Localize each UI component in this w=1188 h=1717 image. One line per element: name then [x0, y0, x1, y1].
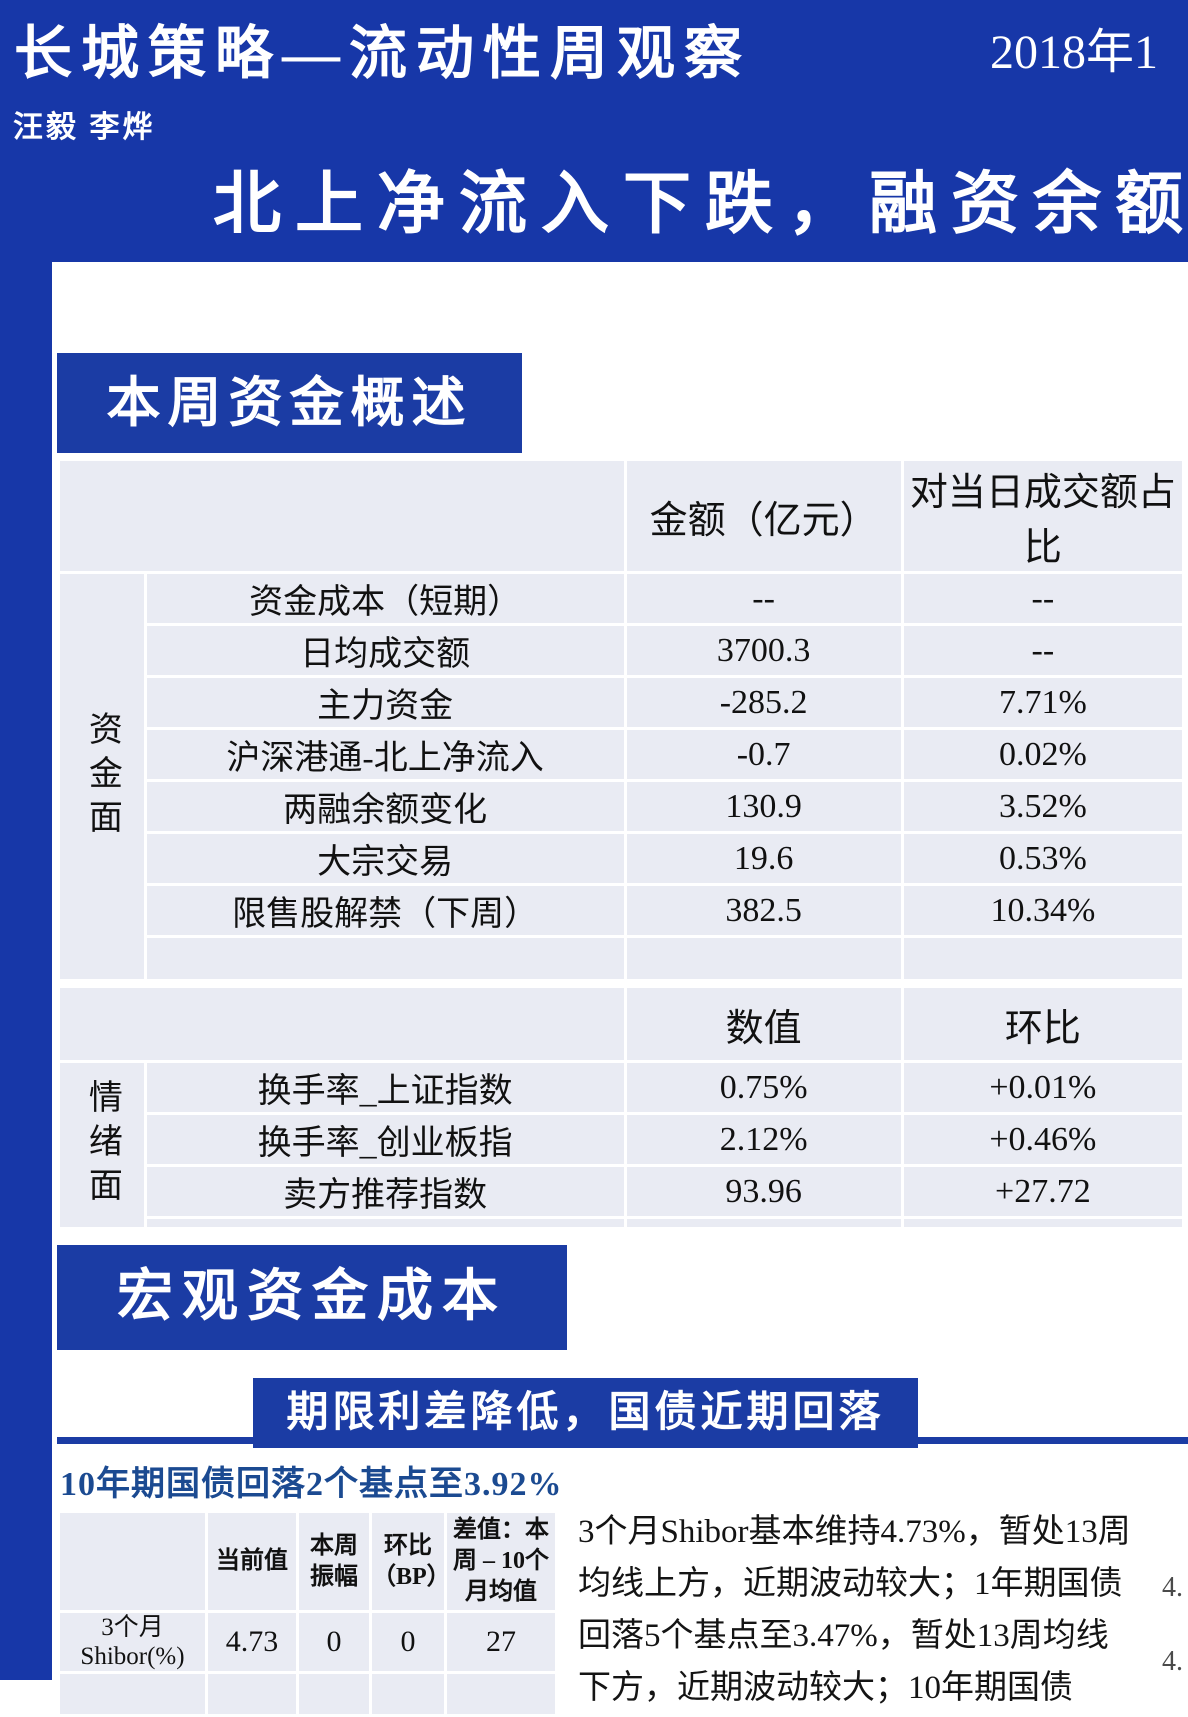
cell-wow: +27.72 [903, 1167, 1182, 1216]
cell-wow-bp: 0 [372, 1613, 444, 1671]
report-title: 长城策略—流动性周观察 [14, 21, 752, 86]
cell-ratio: -- [903, 626, 1182, 675]
row-label: 大宗交易 [146, 834, 624, 883]
row-label: 换手率_上证指数 [146, 1063, 624, 1112]
row-label-shibor: 3个月 Shibor(%) [60, 1613, 205, 1671]
cell-ratio: 7.71% [903, 678, 1182, 727]
header-blank-cell [60, 1513, 205, 1610]
row-label: 主力资金 [146, 678, 624, 727]
cell-amount: 3700.3 [626, 626, 901, 675]
funds-table-header-row: 金额（亿元） 对当日成交额占比 [60, 461, 1182, 571]
table-row: 限售股解禁（下周） 382.5 10.34% [60, 886, 1182, 935]
left-accent-bar [0, 262, 52, 1680]
chart-axis-tick-fragment: 4. [1162, 1646, 1183, 1677]
column-header-ratio: 对当日成交额占比 [903, 461, 1182, 571]
column-header-amount: 金额（亿元） [626, 461, 901, 571]
column-header-diff: 差值：本周 – 10个月均值 [447, 1513, 555, 1610]
sentiment-table-header-row: 数值 环比 [60, 988, 1182, 1060]
cell-amount: 130.9 [626, 782, 901, 831]
table-row: 两融余额变化 130.9 3.52% [60, 782, 1182, 831]
cell-amount: 382.5 [626, 886, 901, 935]
table-spacer-row [60, 938, 1182, 979]
table-spacer-row [60, 1674, 555, 1714]
cell-amount: 19.6 [626, 834, 901, 883]
shibor-table: 当前值 本周振幅 环比（BP） 差值：本周 – 10个月均值 3个月 Shibo… [57, 1510, 558, 1717]
table-row: 换手率_创业板指 2.12% +0.46% [60, 1115, 1182, 1164]
row-group-label-sentiment: 情绪面 [60, 1063, 144, 1227]
cell-ratio: 0.53% [903, 834, 1182, 883]
row-label: 限售股解禁（下周） [146, 886, 624, 935]
funds-overview-table: 金额（亿元） 对当日成交额占比 资金面 资金成本（短期） -- -- 日均成交额… [57, 458, 1185, 982]
cell-wow: +0.01% [903, 1063, 1182, 1112]
sub-section-banner: 期限利差降低，国债近期回落 [253, 1378, 918, 1448]
row-label: 卖方推荐指数 [146, 1167, 624, 1216]
cell-amount: -0.7 [626, 730, 901, 779]
cell-ratio: 10.34% [903, 886, 1182, 935]
column-header-value: 数值 [626, 988, 901, 1060]
table-row: 资金面 资金成本（短期） -- -- [60, 574, 1182, 979]
table-row: 沪深港通-北上净流入 -0.7 0.02% [60, 730, 1182, 779]
cell-amount: -- [626, 574, 901, 623]
report-header: 长城策略—流动性周观察 2018年1 汪毅 李烨 北上净流入下跌，融资余额 [0, 0, 1188, 262]
section-title-macro-cost: 宏观资金成本 [57, 1245, 567, 1350]
cell-amount: -285.2 [626, 678, 901, 727]
chart-axis-tick-fragment: 4. [1162, 1572, 1183, 1603]
header-blank-cell [60, 988, 624, 1060]
cell-value: 93.96 [626, 1167, 901, 1216]
table-row: 主力资金 -285.2 7.71% [60, 678, 1182, 727]
cell-value: 2.12% [626, 1115, 901, 1164]
row-label: 日均成交额 [146, 626, 624, 675]
column-header-range: 本周振幅 [299, 1513, 369, 1610]
column-header-wow-bp: 环比（BP） [372, 1513, 444, 1610]
row-label: 资金成本（短期） [146, 574, 624, 623]
row-group-label-funds: 资金面 [60, 574, 144, 979]
bond-yield-subtitle: 10年期国债回落2个基点至3.92% [60, 1466, 563, 1503]
column-header-wow: 环比 [903, 988, 1182, 1060]
table-row: 3个月 Shibor(%) 4.73 0 0 27 [60, 1613, 555, 1671]
cell-ratio: 0.02% [903, 730, 1182, 779]
shibor-label-line1: 3个月 [101, 1614, 164, 1641]
report-authors: 汪毅 李烨 [13, 111, 156, 144]
table-row: 日均成交额 3700.3 -- [60, 626, 1182, 675]
report-date: 2018年1 [990, 26, 1159, 79]
table-row: 情绪面 换手率_上证指数 0.75% +0.01% [60, 1063, 1182, 1227]
shibor-label-line2: Shibor(%) [80, 1643, 185, 1670]
section-title-weekly-funds: 本周资金概述 [57, 353, 522, 453]
commentary-paragraph: 3个月Shibor基本维持4.73%，暂处13周均线上方，近期波动较大；1年期国… [578, 1514, 1131, 1706]
cell-wow: +0.46% [903, 1115, 1182, 1164]
cell-current: 4.73 [208, 1613, 296, 1671]
shibor-table-header-row: 当前值 本周振幅 环比（BP） 差值：本周 – 10个月均值 [60, 1513, 555, 1610]
table-spacer-row [60, 1219, 1182, 1227]
cell-ratio: 3.52% [903, 782, 1182, 831]
header-blank-cell [60, 461, 624, 571]
row-label: 两融余额变化 [146, 782, 624, 831]
report-headline: 北上净流入下跌，融资余额 [213, 166, 1188, 242]
column-header-current: 当前值 [208, 1513, 296, 1610]
table-row: 卖方推荐指数 93.96 +27.72 [60, 1167, 1182, 1216]
cell-diff: 27 [447, 1613, 555, 1671]
table-row: 大宗交易 19.6 0.53% [60, 834, 1182, 883]
row-label: 换手率_创业板指 [146, 1115, 624, 1164]
cell-ratio: -- [903, 574, 1182, 623]
row-label: 沪深港通-北上净流入 [146, 730, 624, 779]
sentiment-table: 数值 环比 情绪面 换手率_上证指数 0.75% +0.01% 换手率_创业板指… [57, 985, 1185, 1230]
cell-value: 0.75% [626, 1063, 901, 1112]
cell-range: 0 [299, 1613, 369, 1671]
